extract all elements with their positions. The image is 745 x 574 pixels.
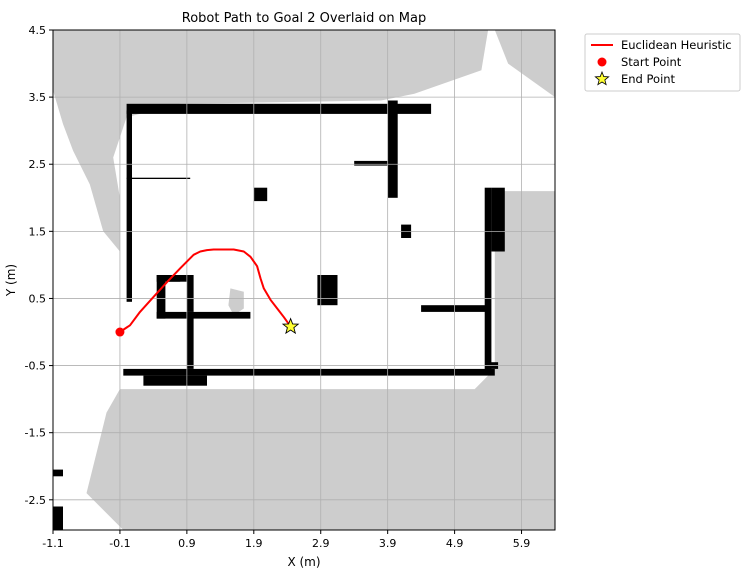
- wall-2: [126, 177, 191, 179]
- wall-12: [143, 375, 207, 386]
- legend-star-marker: [594, 70, 610, 86]
- legend-entry-euclidean: Euclidean Heuristic: [621, 38, 732, 52]
- wall-20: [53, 506, 63, 530]
- legend-entry-end: End Point: [621, 72, 676, 86]
- wall-3: [387, 100, 398, 198]
- y-tick-label: -2.5: [25, 494, 46, 507]
- plot-area: [52, 29, 556, 531]
- wall-7: [484, 187, 492, 373]
- chart-title: Robot Path to Goal 2 Overlaid on Map: [182, 11, 426, 26]
- wall-1: [126, 110, 132, 302]
- wall-14: [156, 275, 194, 282]
- y-tick-label: 2.5: [29, 158, 47, 171]
- unknown-region-1: [494, 30, 555, 98]
- y-axis-label: Y (m): [4, 264, 18, 297]
- end-point-marker: [281, 317, 300, 335]
- x-axis-ticks: -1.1 -0.1 0.9 1.9 2.9 3.9 4.9 5.9: [42, 530, 530, 550]
- x-tick-label: 2.9: [312, 537, 330, 550]
- wall-8: [491, 187, 505, 252]
- points-layer: [115, 317, 300, 337]
- series-layer: [118, 248, 292, 333]
- y-tick-label: -0.5: [25, 360, 46, 373]
- legend: Euclidean Heuristic Start Point End Poin…: [584, 33, 741, 92]
- x-tick-label: 1.9: [245, 537, 263, 550]
- x-axis-label: X (m): [287, 555, 320, 569]
- unknown-region-3: [228, 288, 244, 316]
- wall-13: [156, 275, 166, 319]
- x-tick-label: 0.9: [178, 537, 196, 550]
- wall-11: [123, 368, 495, 376]
- wall-15: [186, 275, 194, 312]
- unknown-region-2: [86, 191, 555, 530]
- plot-frame: [52, 29, 556, 531]
- legend-start-marker: [597, 57, 607, 67]
- y-tick-label: -1.5: [25, 427, 46, 440]
- legend-box: [584, 33, 741, 92]
- y-tick-label: 0.5: [29, 292, 47, 305]
- legend-entry-start: Start Point: [621, 55, 682, 69]
- wall-17: [253, 187, 268, 202]
- y-axis-ticks: 4.5 3.5 2.5 1.5 0.5 -0.5 -1.5 -2.5: [25, 24, 53, 507]
- y-tick-label: 1.5: [29, 225, 47, 238]
- wall-4: [354, 160, 391, 166]
- y-tick-label: 4.5: [29, 24, 47, 37]
- start-point-marker: [115, 327, 125, 337]
- x-tick-label: 4.9: [446, 537, 464, 550]
- wall-6: [156, 311, 251, 319]
- wall-16: [186, 311, 194, 369]
- x-tick-label: -0.1: [109, 537, 130, 550]
- x-tick-label: -1.1: [42, 537, 63, 550]
- series-line-euclidean-heuristic: [118, 248, 292, 333]
- x-tick-label: 5.9: [513, 537, 531, 550]
- wall-21: [53, 469, 63, 477]
- y-tick-label: 3.5: [29, 91, 47, 104]
- x-tick-label: 3.9: [379, 537, 397, 550]
- occupancy-map: [53, 30, 555, 530]
- wall-19: [317, 275, 338, 306]
- grid-lines: [52, 29, 555, 530]
- unknown-region-0: [53, 30, 489, 252]
- wall-0: [126, 103, 432, 114]
